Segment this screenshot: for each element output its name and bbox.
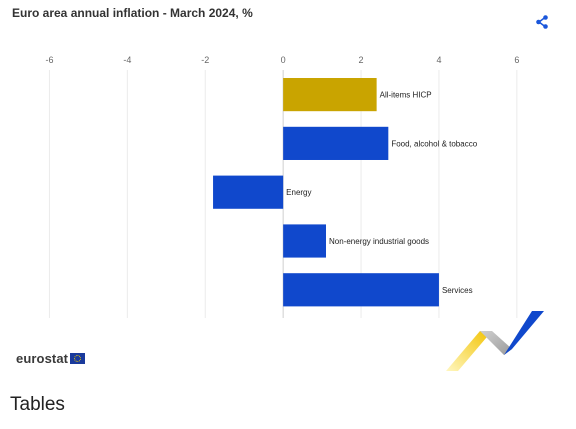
category-label: Non-energy industrial goods — [329, 237, 429, 246]
x-tick-label: -2 — [201, 55, 209, 65]
bar — [283, 224, 326, 258]
x-tick-label: 4 — [436, 55, 441, 65]
category-label: Food, alcohol & tobacco — [391, 139, 477, 148]
brand-text: eurostat — [16, 351, 69, 366]
bar — [213, 175, 284, 209]
tables-heading: Tables — [10, 394, 65, 415]
share-icon — [536, 15, 548, 29]
bar-chart: -6 -4 -2 0 2 4 6 All-items HICP Food, alcohol & … — [45, 55, 519, 318]
decorative-chevron-icon — [446, 311, 544, 371]
category-label: All-items HICP — [380, 91, 432, 100]
eu-flag-icon — [70, 353, 86, 364]
bar — [283, 78, 377, 112]
category-label: Services — [442, 286, 473, 295]
share-button[interactable] — [534, 14, 550, 30]
eurostat-logo: eurostat — [16, 351, 86, 366]
chart-title: Euro area annual inflation - March 2024,… — [12, 6, 253, 20]
bar — [283, 126, 389, 160]
category-label: Energy — [286, 188, 311, 197]
x-tick-label: 2 — [359, 55, 364, 65]
x-tick-label: -4 — [123, 55, 131, 65]
x-tick-label: -6 — [45, 55, 53, 65]
bar — [283, 273, 439, 307]
x-tick-label: 6 — [514, 55, 519, 65]
x-tick-label: 0 — [281, 55, 286, 65]
